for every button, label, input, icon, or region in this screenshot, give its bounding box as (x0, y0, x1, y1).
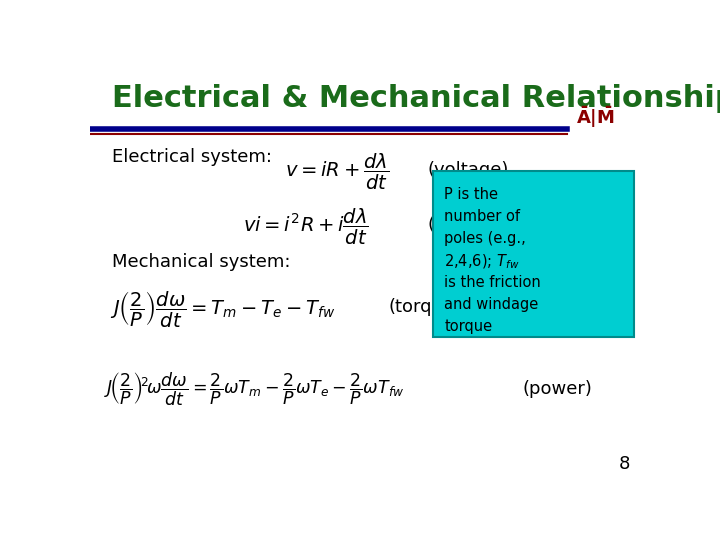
Text: Electrical & Mechanical Relationships: Electrical & Mechanical Relationships (112, 84, 720, 112)
Text: torque: torque (444, 319, 492, 334)
Text: $vi = i^2 R + i\dfrac{d\lambda}{dt}$: $vi = i^2 R + i\dfrac{d\lambda}{dt}$ (243, 207, 369, 247)
Text: is the friction: is the friction (444, 275, 541, 290)
Text: $v = iR + \dfrac{d\lambda}{dt}$: $v = iR + \dfrac{d\lambda}{dt}$ (285, 152, 390, 192)
Text: (power): (power) (428, 216, 498, 234)
Text: Electrical system:: Electrical system: (112, 148, 272, 166)
Text: 2,4,6); $T_{fw}$: 2,4,6); $T_{fw}$ (444, 253, 520, 271)
Text: $J\left(\dfrac{2}{P}\right)\dfrac{d\omega}{dt} = T_m - T_e - T_{fw}$: $J\left(\dfrac{2}{P}\right)\dfrac{d\omeg… (109, 290, 335, 330)
Text: $J\!\left(\dfrac{2}{P}\right)^{\!2}\!\omega\dfrac{d\omega}{dt} = \dfrac{2}{P}\om: $J\!\left(\dfrac{2}{P}\right)^{\!2}\!\om… (104, 370, 405, 408)
Text: (voltage): (voltage) (428, 161, 509, 179)
Text: $\mathbf{\bar{A}|\bar{M}}$: $\mathbf{\bar{A}|\bar{M}}$ (575, 104, 614, 130)
Text: P is the: P is the (444, 187, 498, 201)
FancyBboxPatch shape (433, 171, 634, 337)
Text: poles (e.g.,: poles (e.g., (444, 231, 526, 246)
Text: (power): (power) (523, 380, 593, 397)
Text: and windage: and windage (444, 297, 539, 312)
Text: 8: 8 (618, 455, 630, 473)
Text: (torque): (torque) (389, 299, 462, 316)
Text: Mechanical system:: Mechanical system: (112, 253, 291, 271)
Text: number of: number of (444, 208, 521, 224)
